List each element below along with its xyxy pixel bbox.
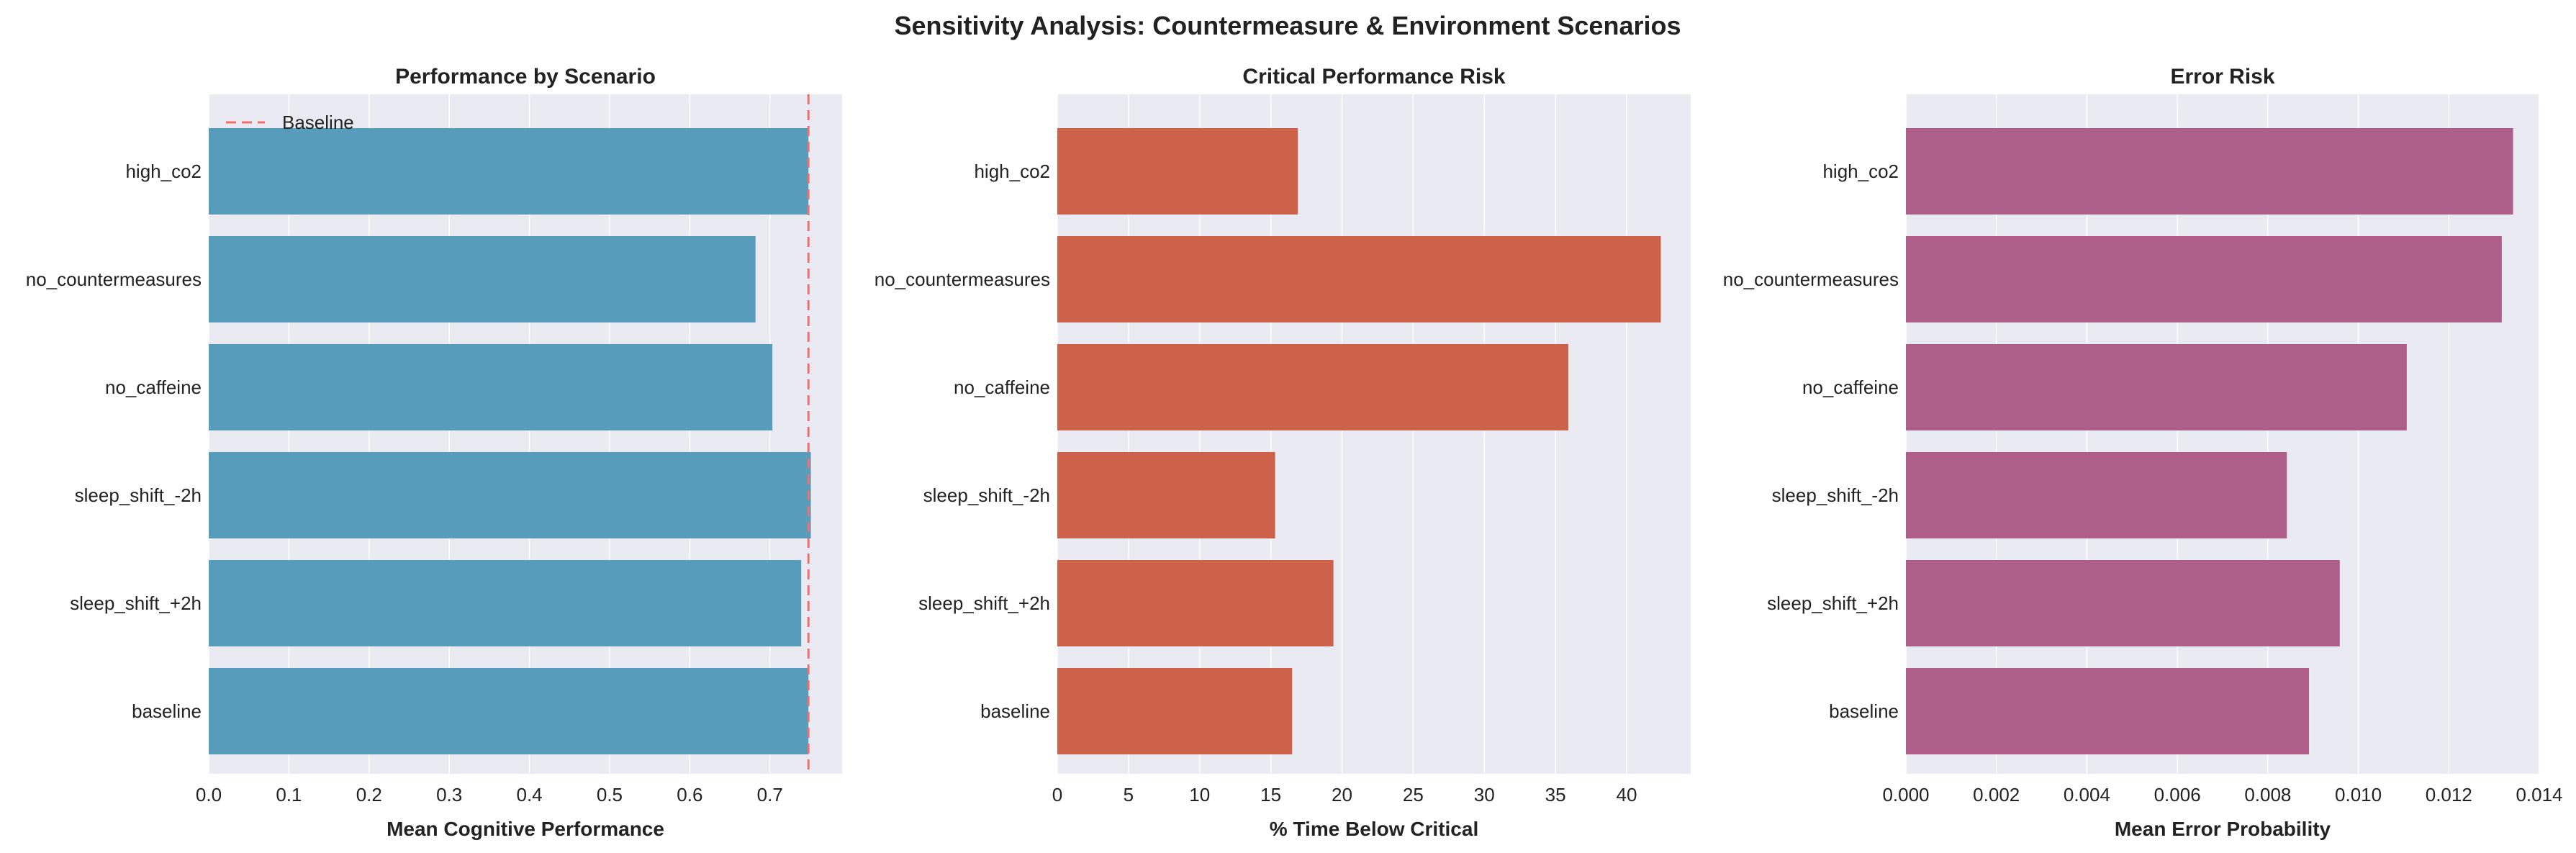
x-tick-label: 0 <box>1052 784 1062 805</box>
x-tick-label: 0.002 <box>1973 784 2020 805</box>
x-tick-label: 0.0 <box>196 784 222 805</box>
x-tick-label: 0.012 <box>2426 784 2472 805</box>
bar-no_caffeine <box>1057 344 1568 430</box>
x-tick-label: 5 <box>1124 784 1134 805</box>
bar-no_countermeasures <box>1057 236 1661 322</box>
chart-panel-2: high_co2 no_countermeasures no_caffeinesle… <box>875 65 1691 840</box>
x-tick-label: 20 <box>1332 784 1352 805</box>
y-tick-label: high_co2 <box>974 161 1050 182</box>
y-tick-label: no_caffeine <box>105 376 202 398</box>
chart-panels: high_co2 no_countermeasures no_caffeinesle… <box>26 65 2563 840</box>
figure-title: Sensitivity Analysis: Countermeasure & E… <box>894 11 1681 40</box>
y-tick-label: baseline <box>980 700 1050 722</box>
x-tick-label: 0.010 <box>2335 784 2382 805</box>
y-tick-label: no_caffeine <box>954 376 1050 398</box>
x-tick-label: 0.014 <box>2516 784 2562 805</box>
panel-title: Performance by Scenario <box>395 65 656 89</box>
y-tick-label: sleep_shift_-2h <box>923 484 1050 506</box>
bar-high_co2 <box>1057 128 1298 215</box>
panel-title: Error Risk <box>2170 65 2274 89</box>
y-tick-label: sleep_shift_+2h <box>70 592 202 614</box>
y-tick-label: no_caffeine <box>1802 376 1899 398</box>
bar-no_caffeine <box>1906 344 2407 430</box>
bar-baseline <box>1057 668 1293 754</box>
x-tick-label: 0.4 <box>516 784 542 805</box>
y-tick-label: no_countermeasures <box>26 268 202 290</box>
y-tick-label: high_co2 <box>1822 161 1899 182</box>
x-tick-label: 10 <box>1189 784 1210 805</box>
y-tick-label: sleep_shift_-2h <box>1772 484 1899 506</box>
legend-label: Baseline <box>282 112 354 133</box>
x-tick-label: 40 <box>1617 784 1637 805</box>
bar-sleep_shift_-2h <box>1057 452 1275 538</box>
x-tick-label: 0.6 <box>677 784 702 805</box>
y-tick-label: sleep_shift_+2h <box>1767 592 1899 614</box>
y-tick-label: no_countermeasures <box>875 268 1050 290</box>
y-tick-label: baseline <box>1829 700 1899 722</box>
x-tick-label: 0.1 <box>276 784 302 805</box>
x-axis-label: % Time Below Critical <box>1270 818 1478 840</box>
x-tick-label: 15 <box>1260 784 1281 805</box>
x-tick-label: 0.000 <box>1882 784 1929 805</box>
bar-sleep_shift_-2h <box>1906 452 2287 538</box>
x-tick-label: 0.3 <box>436 784 462 805</box>
x-tick-label: 0.006 <box>2154 784 2201 805</box>
x-tick-label: 0.7 <box>757 784 783 805</box>
legend: Baseline <box>226 112 354 133</box>
bar-sleep_shift_+2h <box>209 560 802 646</box>
y-tick-label: high_co2 <box>125 161 202 182</box>
bar-no_caffeine <box>209 344 773 430</box>
x-tick-label: 25 <box>1403 784 1424 805</box>
bar-baseline <box>1906 668 2310 754</box>
x-tick-label: 30 <box>1474 784 1495 805</box>
x-tick-label: 35 <box>1545 784 1566 805</box>
chart-panel-1: high_co2 no_countermeasures no_caffeinesle… <box>26 65 842 840</box>
y-tick-label: baseline <box>132 700 202 722</box>
y-tick-label: sleep_shift_+2h <box>918 592 1050 614</box>
chart-panel-3: high_co2 no_countermeasures no_caffeinesle… <box>1723 65 2563 840</box>
panel-title: Critical Performance Risk <box>1242 65 1505 89</box>
bar-high_co2 <box>209 128 809 215</box>
x-tick-label: 0.5 <box>597 784 623 805</box>
bar-high_co2 <box>1906 128 2513 215</box>
bar-sleep_shift_+2h <box>1906 560 2340 646</box>
x-axis-label: Mean Error Probability <box>2115 818 2331 840</box>
bar-no_countermeasures <box>1906 236 2502 322</box>
x-tick-label: 0.2 <box>356 784 382 805</box>
y-tick-label: no_countermeasures <box>1723 268 1899 290</box>
x-tick-label: 0.008 <box>2244 784 2291 805</box>
bar-no_countermeasures <box>209 236 756 322</box>
x-tick-label: 0.004 <box>2064 784 2110 805</box>
x-axis-label: Mean Cognitive Performance <box>387 818 664 840</box>
y-tick-label: sleep_shift_-2h <box>75 484 202 506</box>
bar-baseline <box>209 668 809 754</box>
bar-sleep_shift_+2h <box>1057 560 1334 646</box>
bar-sleep_shift_-2h <box>209 452 811 538</box>
